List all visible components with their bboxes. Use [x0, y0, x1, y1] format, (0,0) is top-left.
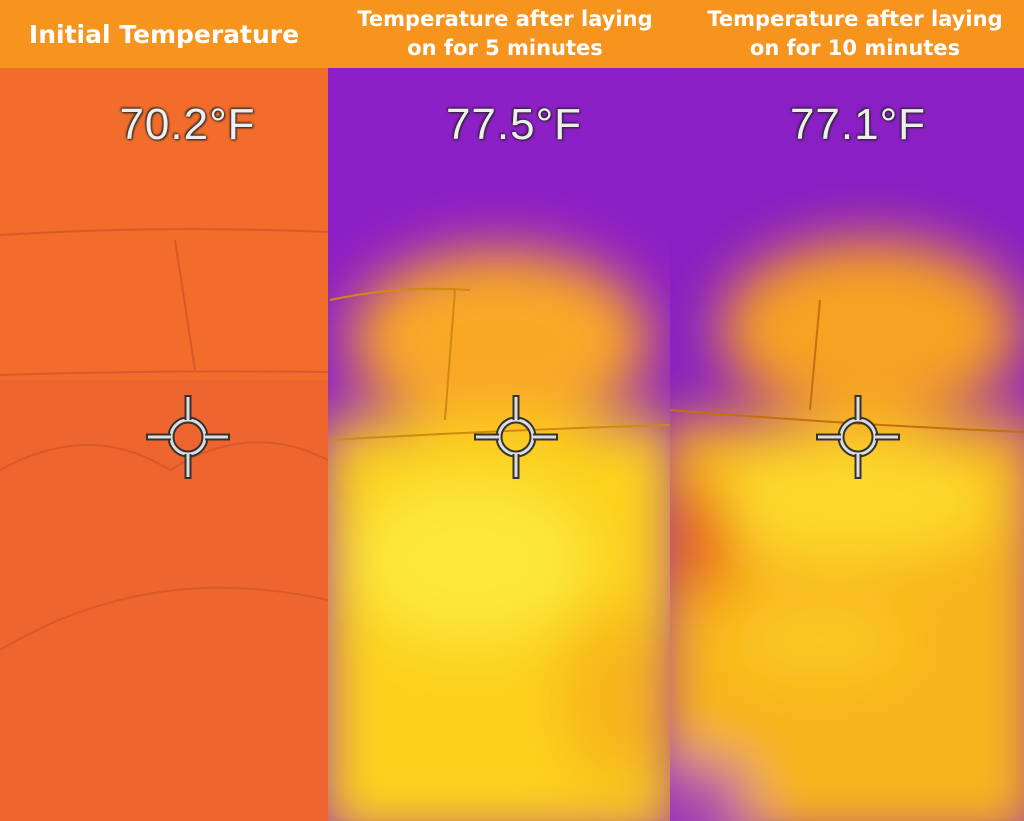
panel-heading: Initial Temperature — [28, 19, 300, 49]
temperature-reading: 77.1°F — [789, 100, 927, 149]
panel-image — [0, 68, 328, 821]
panel-image — [670, 68, 1024, 821]
panel-heading: Temperature after laying on for 5 minute… — [357, 6, 653, 60]
panel-image — [328, 68, 670, 821]
panel-heading: Temperature after laying on for 10 minut… — [707, 6, 1003, 60]
temperature-reading: 70.2°F — [119, 100, 256, 149]
temperature-reading: 77.5°F — [445, 100, 583, 149]
